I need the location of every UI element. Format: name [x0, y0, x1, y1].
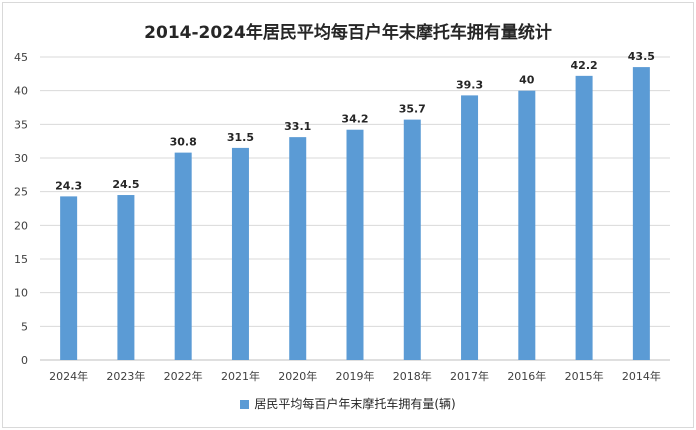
x-tick-label: 2021年 [221, 369, 260, 383]
x-tick-label: 2023年 [106, 369, 145, 383]
data-label: 31.5 [227, 131, 254, 144]
bar [289, 137, 307, 360]
data-label: 35.7 [399, 103, 426, 116]
bar [518, 90, 536, 361]
chart-title: 2014-2024年居民平均每百户年末摩托车拥有量统计 [144, 23, 552, 43]
bar [174, 152, 192, 360]
y-tick-label: 35 [14, 118, 28, 131]
y-tick-label: 15 [14, 253, 28, 266]
data-label: 33.1 [284, 120, 311, 133]
data-label: 24.3 [55, 179, 82, 192]
y-tick-label: 20 [14, 219, 28, 232]
y-tick-label: 45 [14, 51, 28, 64]
x-tick-label: 2019年 [336, 369, 375, 383]
x-tick-label: 2015年 [565, 369, 604, 383]
y-tick-label: 25 [14, 186, 28, 199]
legend-swatch [240, 400, 250, 409]
y-tick-label: 10 [14, 287, 28, 300]
data-label: 34.2 [341, 113, 368, 126]
x-tick-label: 2017年 [450, 369, 489, 383]
bar [231, 147, 249, 360]
data-label: 24.5 [112, 178, 139, 191]
x-tick-label: 2014年 [622, 369, 661, 383]
bar [632, 67, 650, 360]
y-tick-label: 40 [14, 85, 28, 98]
y-tick-label: 0 [21, 354, 28, 367]
bar [117, 195, 135, 360]
x-tick-label: 2020年 [278, 369, 317, 383]
y-tick-label: 5 [21, 320, 28, 333]
x-tick-label: 2024年 [49, 369, 88, 383]
data-label: 43.5 [628, 50, 655, 63]
x-tick-label: 2022年 [164, 369, 203, 383]
y-tick-label: 30 [14, 152, 28, 165]
bar [403, 119, 421, 361]
x-tick-label: 2016年 [507, 369, 546, 383]
data-label: 40 [519, 74, 535, 87]
data-label: 39.3 [456, 78, 483, 91]
legend-label: 居民平均每百户年末摩托车拥有量(辆) [254, 397, 456, 411]
chart-legend: 居民平均每百户年末摩托车拥有量(辆) [0, 395, 696, 412]
x-tick-label: 2018年 [393, 369, 432, 383]
data-label: 30.8 [170, 136, 197, 149]
bar [575, 75, 593, 360]
bar [346, 129, 364, 360]
data-label: 42.2 [571, 59, 598, 72]
bar [60, 196, 78, 360]
bar [461, 95, 479, 360]
